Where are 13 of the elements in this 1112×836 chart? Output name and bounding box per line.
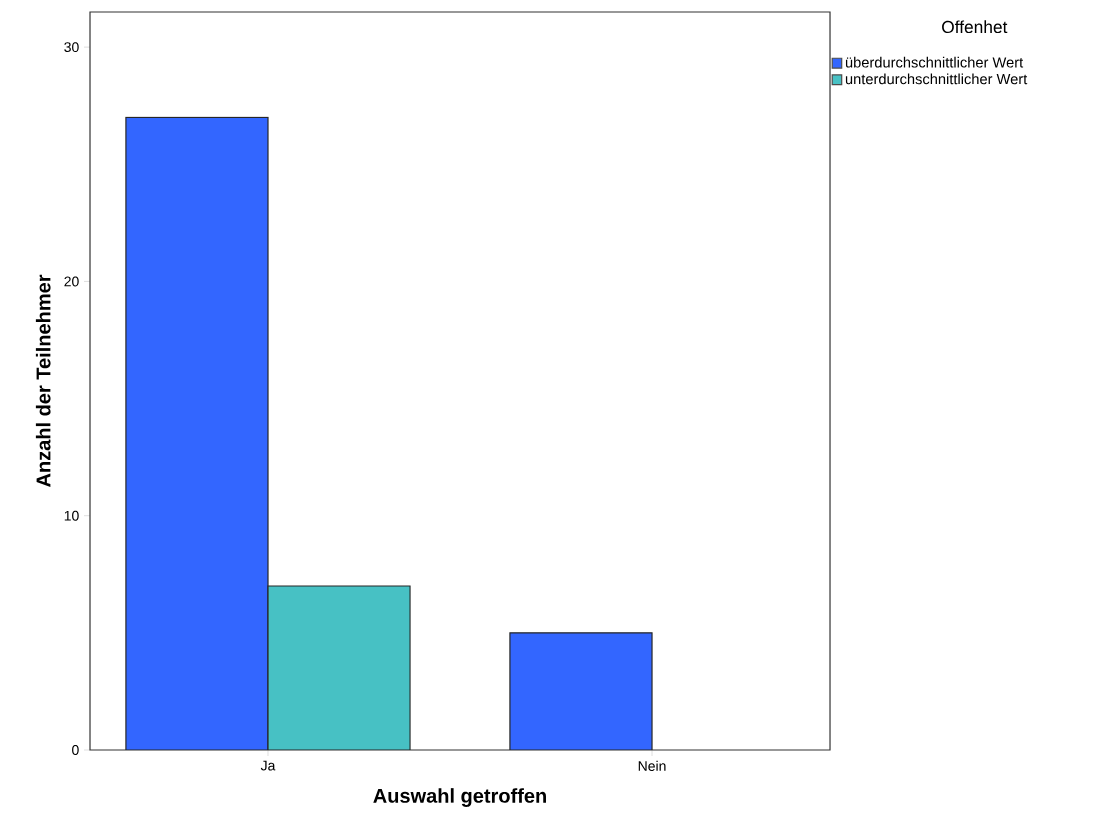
bar xyxy=(125,116,269,750)
legend-label: unterdurchschnittlicher Wert xyxy=(845,73,1028,85)
y-axis-title: Anzahl der Teilnehmer xyxy=(35,274,51,487)
x-tick-label: Ja xyxy=(260,760,276,771)
y-tick-label: 0 xyxy=(72,745,79,755)
x-tick-label: Nein xyxy=(638,760,666,771)
legend-title: Offenhet xyxy=(942,20,1008,34)
y-tick-label: 30 xyxy=(64,42,79,53)
legend-label: überdurchschnittlicher Wert xyxy=(845,56,1024,68)
y-tick-label: 20 xyxy=(64,276,79,287)
bar xyxy=(509,632,653,750)
x-axis-title: Auswahl getroffen xyxy=(373,788,546,807)
y-tick-label: 10 xyxy=(64,510,79,521)
